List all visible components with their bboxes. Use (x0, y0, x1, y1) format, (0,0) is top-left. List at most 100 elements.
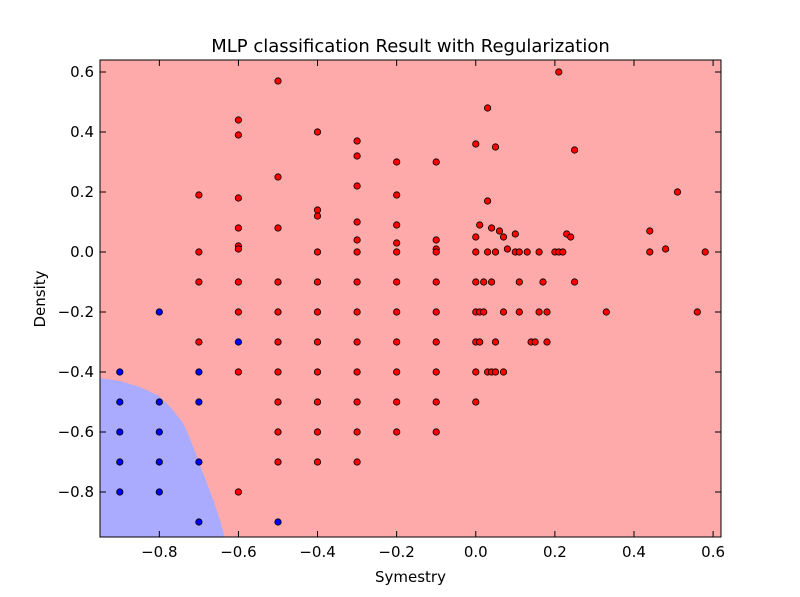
data-point (570, 146, 579, 154)
data-point (393, 239, 401, 247)
data-point (353, 338, 361, 346)
data-point (393, 248, 401, 256)
data-point (195, 248, 203, 256)
data-point (661, 245, 670, 253)
data-point (491, 143, 500, 151)
x-tick-label: −0.8 (141, 543, 177, 561)
data-point (646, 227, 654, 235)
y-tick-label: 0.0 (70, 243, 94, 261)
data-point (487, 278, 496, 286)
data-point (155, 488, 163, 496)
data-point (543, 338, 551, 346)
data-point (393, 428, 401, 436)
data-point (313, 278, 322, 286)
data-point (673, 188, 682, 196)
data-point (531, 338, 539, 346)
data-point (116, 458, 124, 466)
data-point (313, 308, 322, 316)
data-point (155, 428, 163, 436)
data-point (393, 308, 401, 316)
data-point (495, 227, 504, 235)
data-point (234, 278, 242, 286)
data-point (195, 338, 203, 346)
data-point (234, 308, 242, 316)
data-point (559, 248, 567, 256)
data-point (313, 338, 322, 346)
data-point (432, 368, 440, 376)
data-point (393, 278, 401, 286)
data-point (353, 368, 361, 376)
data-point (555, 68, 563, 76)
data-point (195, 518, 203, 526)
x-tick-label: 0.6 (701, 543, 725, 561)
data-point (353, 236, 361, 244)
data-point (353, 152, 361, 160)
y-axis: −0.8 −0.6 −0.4 −0.2 0.0 0.2 0.4 0.6 (58, 63, 721, 501)
data-point (393, 191, 401, 199)
data-point (353, 428, 361, 436)
data-point (393, 368, 401, 376)
y-tick-label: −0.2 (58, 303, 94, 321)
data-point (515, 278, 523, 286)
y-tick-label: 0.4 (70, 123, 94, 141)
data-point (353, 308, 361, 316)
data-point (432, 236, 440, 244)
data-point (155, 308, 163, 316)
data-point (195, 278, 203, 286)
data-point (432, 248, 440, 256)
data-point (487, 224, 496, 232)
x-tick-label: 0.2 (543, 543, 567, 561)
data-point (480, 278, 488, 286)
data-point (432, 428, 440, 436)
data-point (472, 233, 480, 241)
x-tick-label: −0.4 (299, 543, 335, 561)
data-point (491, 338, 500, 346)
data-point (313, 398, 322, 406)
data-point (353, 218, 361, 226)
x-tick-label: −0.6 (220, 543, 256, 561)
data-point (155, 458, 163, 466)
data-point (535, 248, 543, 256)
data-point (234, 194, 242, 202)
data-point (472, 140, 480, 148)
data-point (274, 428, 282, 436)
data-point (499, 308, 508, 316)
data-point (432, 398, 440, 406)
data-point (503, 245, 511, 253)
data-point (313, 128, 322, 136)
data-point (353, 278, 361, 286)
y-tick-label: −0.8 (58, 483, 94, 501)
data-point (480, 308, 488, 316)
data-point (472, 248, 480, 256)
data-point (491, 368, 500, 376)
data-point (313, 248, 322, 256)
data-point (234, 131, 242, 139)
data-point (274, 458, 282, 466)
data-point (393, 221, 401, 229)
data-point (274, 278, 282, 286)
data-point (432, 278, 440, 286)
data-point (483, 104, 492, 112)
data-point (116, 488, 124, 496)
x-tick-label: −0.2 (378, 543, 414, 561)
data-point (274, 308, 282, 316)
plot-area (99, 59, 722, 538)
data-point (313, 458, 322, 466)
data-point (234, 245, 242, 253)
chart-title: MLP classification Result with Regulariz… (211, 36, 610, 57)
data-point (353, 248, 361, 256)
data-point (483, 197, 492, 205)
data-point (313, 368, 322, 376)
data-point (353, 182, 361, 190)
data-point (353, 137, 361, 145)
x-tick-label: 0.4 (622, 543, 646, 561)
data-point (535, 308, 543, 316)
data-point (539, 278, 547, 286)
data-point (274, 338, 282, 346)
data-point (274, 368, 282, 376)
data-point (570, 278, 579, 286)
data-point (313, 206, 322, 214)
x-tick-label: 0.0 (464, 543, 488, 561)
decision-region-red (100, 60, 721, 537)
